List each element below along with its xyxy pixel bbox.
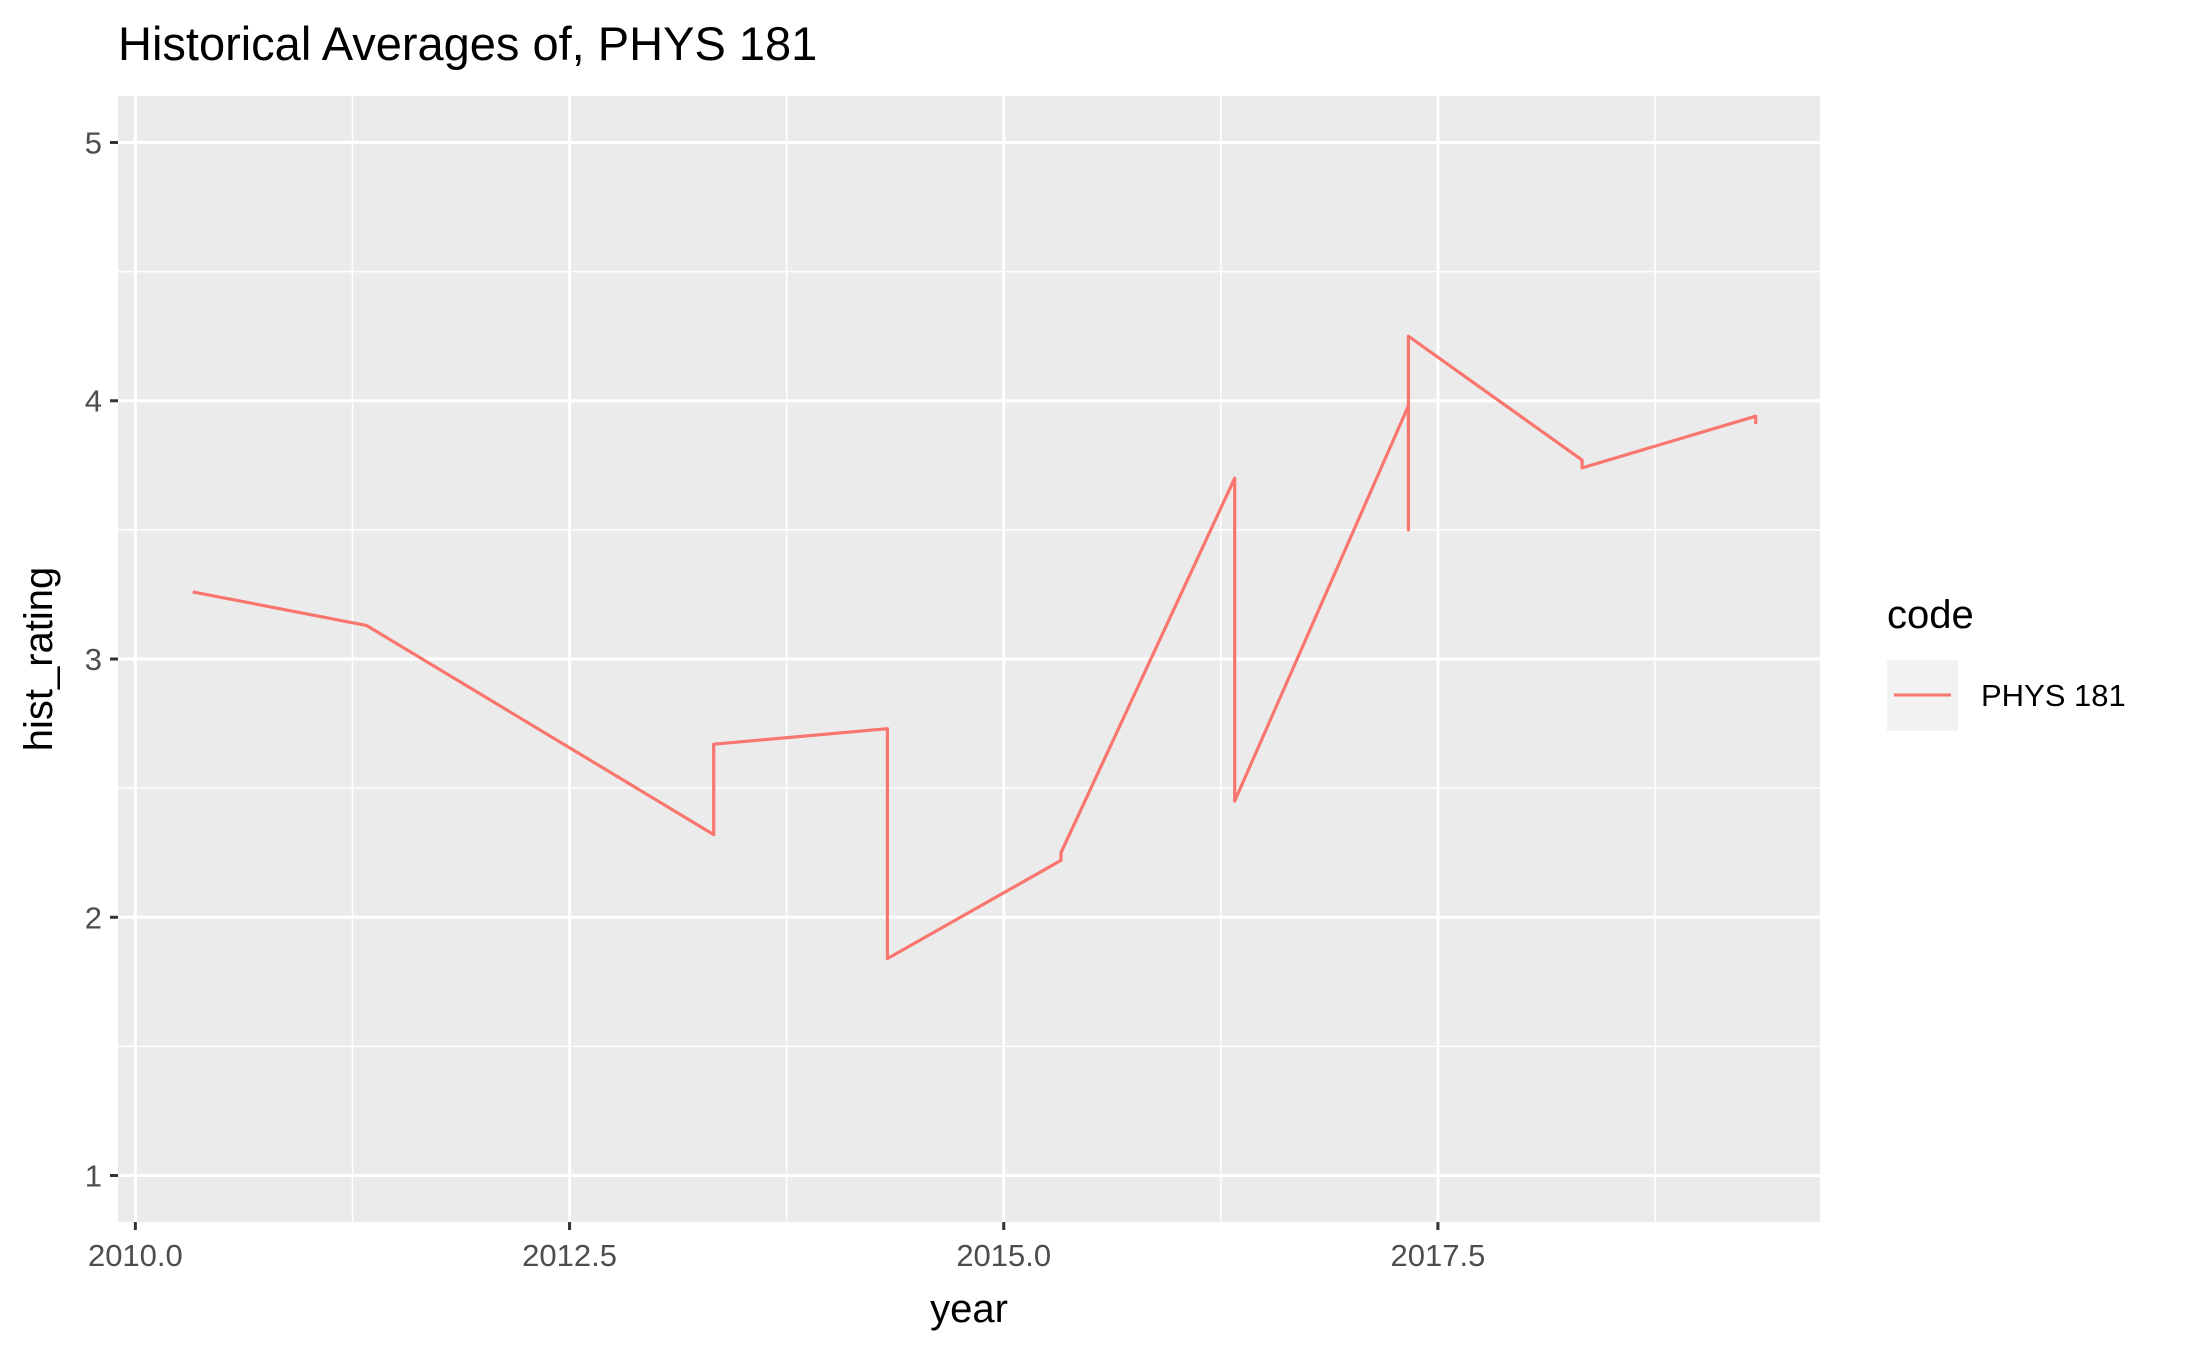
y-tick-label: 1 bbox=[85, 1159, 102, 1194]
data-point bbox=[1755, 423, 1757, 425]
y-tick-label: 2 bbox=[85, 900, 102, 935]
x-axis-title: year bbox=[930, 1287, 1008, 1331]
data-point bbox=[886, 957, 888, 959]
data-point bbox=[1407, 529, 1409, 531]
data-point bbox=[1234, 800, 1236, 802]
x-tick-label: 2017.5 bbox=[1391, 1238, 1486, 1273]
legend: code PHYS 181 bbox=[1887, 593, 2126, 731]
data-point bbox=[1060, 851, 1062, 853]
data-point bbox=[1234, 658, 1236, 660]
data-point bbox=[886, 728, 888, 730]
y-tick-label: 3 bbox=[85, 642, 102, 677]
y-axis-title: hist_rating bbox=[17, 567, 61, 752]
y-tick-label: 5 bbox=[85, 125, 102, 160]
y-axis: 1 2 3 4 5 bbox=[85, 125, 118, 1194]
data-point bbox=[1060, 859, 1062, 861]
y-tick-label: 4 bbox=[85, 384, 102, 419]
chart-title: Historical Averages of, PHYS 181 bbox=[118, 17, 817, 70]
x-tick-label: 2010.0 bbox=[88, 1238, 183, 1273]
series-layer bbox=[191, 334, 1758, 961]
data-point bbox=[1407, 335, 1409, 337]
data-point bbox=[713, 743, 715, 745]
legend-label-phys-181: PHYS 181 bbox=[1981, 678, 2126, 713]
data-point bbox=[1581, 459, 1583, 461]
data-point bbox=[1755, 415, 1757, 417]
x-tick-label: 2012.5 bbox=[522, 1238, 617, 1273]
data-point bbox=[1234, 477, 1236, 479]
data-point bbox=[713, 833, 715, 835]
data-point bbox=[191, 591, 193, 593]
x-axis: 2010.0 2012.5 2015.0 2017.5 bbox=[88, 1222, 1485, 1273]
data-point bbox=[365, 624, 367, 626]
grid-major bbox=[118, 96, 1820, 1222]
data-point bbox=[1407, 405, 1409, 407]
series-line-0 bbox=[192, 334, 1758, 961]
data-point bbox=[1581, 467, 1583, 469]
legend-title: code bbox=[1887, 593, 1974, 637]
x-tick-label: 2015.0 bbox=[956, 1238, 1051, 1273]
